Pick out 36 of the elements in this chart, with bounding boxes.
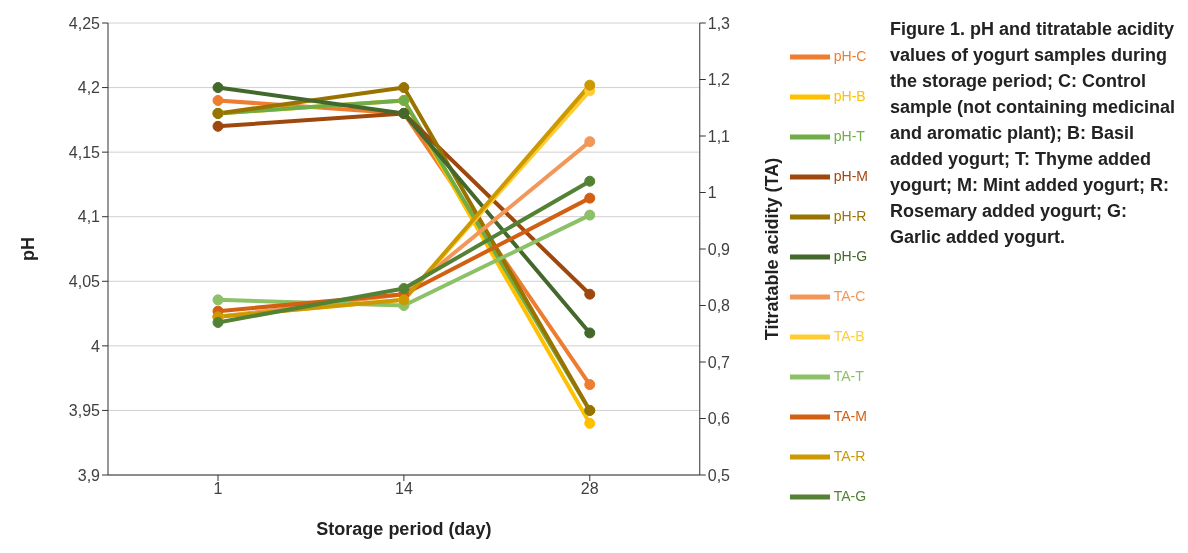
legend-label: TA-T [833,367,864,384]
legend-label: pH-T [833,127,865,144]
legend-label: pH-G [833,247,868,264]
legend-label: TA-G [833,487,867,504]
legend-label: pH-B [833,87,866,104]
y2-tick-label: 1,2 [707,71,731,89]
y-axis-title: pH [18,237,39,261]
y2-axis-title: Titratable acidity (TA) [762,157,783,341]
text: Figure 1. pH and titratable acidity values of yogurt samples during the storage period; C: Control sample (not containing medicinal and aromatic plant); B: Basil added yogurt; T: Thyme added yogurt; M: Mint added yogurt; R: Rosemary added yogurt; G: Garlic added yogurt. [890,19,1176,247]
y-tick-label: 4,05 [68,272,101,290]
legend-label: TA-B [833,327,865,344]
y-tick-label: 4,2 [77,79,101,97]
legend-label: pH-C [833,47,867,64]
y2-tick-label: 0,5 [707,466,731,484]
y2-tick-label: 0,6 [707,410,731,428]
y2-tick-label: 1,3 [707,14,731,32]
legend-label: TA-M [833,407,867,424]
y-tick-label: 4 [91,337,101,355]
legend-label: TA-R [833,447,866,464]
y-tick-label: 3,95 [68,402,101,420]
y2-tick-label: 0,9 [707,240,731,258]
x-tick-label: 28 [580,480,599,498]
y2-tick-label: 0,8 [707,297,731,315]
y-tick-label: 3,9 [77,466,101,484]
legend-label: pH-R [833,207,867,224]
x-tick-label: 14 [394,480,413,498]
y2-tick-label: 1 [707,184,717,202]
legend-label: TA-C [833,287,866,304]
y-tick-label: 4,25 [68,14,101,32]
x-tick-label: 1 [213,480,223,498]
y2-tick-label: 1,1 [707,127,731,145]
x-axis-title: Storage period (day) [316,519,492,539]
legend-label: pH-M [833,167,868,184]
y-tick-label: 4,15 [68,143,101,161]
y-tick-label: 4,1 [77,208,101,226]
y2-tick-label: 0,7 [707,353,731,371]
